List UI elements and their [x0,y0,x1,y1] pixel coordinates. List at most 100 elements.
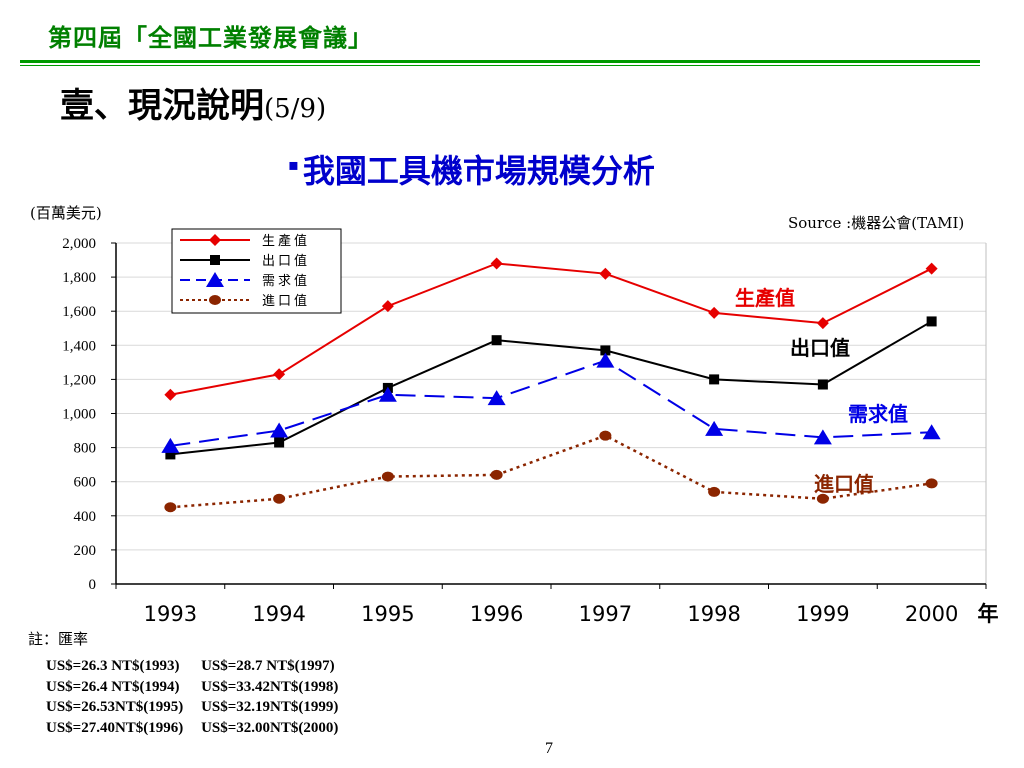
data-point-square [600,345,611,356]
data-point-triangle [270,422,289,438]
exchange-rate-note-title: 註：匯率 [28,632,89,648]
exchange-rate: US$=26.53NT$(1995) [46,699,184,715]
y-tick-label: 400 [74,509,97,525]
x-tick-label: 1996 [470,602,523,626]
x-axis-label: 年 [978,601,999,626]
data-point-triangle [161,437,180,453]
source-label: Source :機器公會(TAMI) [788,214,965,232]
series-3: 需求值 [161,352,941,453]
x-tick-label: 2000 [905,602,958,626]
legend-label: 出口值 [262,253,310,269]
series-label: 需求值 [848,402,908,426]
legend-label: 進口值 [262,293,310,309]
series-label: 出口值 [790,336,850,360]
y-tick-label: 2,000 [62,236,96,252]
legend-label: 需求值 [262,273,310,289]
series-line [170,320,933,456]
exchange-rate: US$=33.42NT$(1998) [201,678,339,695]
data-point-diamond [925,262,938,275]
data-point-circle [816,493,829,504]
data-point-triangle [487,390,506,406]
y-tick-label: 800 [74,441,97,457]
section-page: (5/9) [264,94,327,124]
chart-heading-text: 我國工具機市場規模分析 [302,152,655,190]
data-point-square [210,255,220,265]
data-point-circle [708,486,721,497]
chart-axes: 0 200 400 600 800 1,000 1,200 1,400 1,600 1,800 2,… [62,236,998,626]
exchange-rate-list: US$=26.3 NT$(1993) US$=26.4 NT$(1994) US… [46,656,338,738]
y-tick-label: 200 [74,543,97,559]
section-title-text: 壹、現況說明 [60,86,264,126]
data-point-diamond [816,317,829,330]
y-tick-label: 1,600 [62,304,96,320]
data-point-diamond [164,388,177,401]
series-line [170,359,932,447]
data-point-square [274,437,285,448]
line-chart: 0 200 400 600 800 1,000 1,200 1,400 1,600 1,800 2,… [62,228,999,626]
data-point-triangle [705,420,724,436]
series-line [170,434,932,509]
data-point-triangle [813,429,832,445]
series-1: 生產值 [164,257,938,401]
data-point-diamond [490,257,503,270]
data-point-circle [273,493,286,504]
series-2: 出口值 [165,316,937,460]
exchange-rate: US$=26.3 NT$(1993) [46,658,180,674]
data-point-triangle [596,352,615,368]
data-point-circle [925,478,938,489]
y-tick-label: 1,200 [62,372,96,388]
y-tick-label: 1,800 [62,270,96,286]
section-title: 壹、現況說明(5/9) [60,78,326,127]
data-point-diamond [599,267,612,280]
series-label: 生產值 [735,286,795,310]
x-tick-label: 1995 [361,602,414,626]
data-point-square [491,335,502,346]
exchange-rate-column-1: US$=26.3 NT$(1993) US$=26.4 NT$(1994) US… [46,656,183,738]
data-point-diamond [209,234,221,246]
series-4: 進口值 [164,430,938,513]
exchange-rate: US$=28.7 NT$(1997) [201,658,335,674]
exchange-rate: US$=27.40NT$(1996) [46,719,184,736]
chart-heading: ▪ 我國工具機市場規模分析 [288,146,655,192]
legend-label: 生產值 [262,233,310,249]
data-point-diamond [273,368,286,381]
x-tick-label: 1997 [579,602,632,626]
x-tick-label: 1998 [687,602,740,626]
data-point-circle [164,502,177,513]
data-point-triangle [206,272,224,287]
bullet-icon: ▪ [288,155,299,175]
data-point-square [709,374,720,385]
page-number: 7 [545,740,553,757]
x-tick-label: 1993 [144,602,197,626]
data-point-circle [381,471,394,482]
conference-title: 第四屆「全國工業發展會議」 [48,23,373,52]
data-point-circle [599,430,612,441]
series-label: 進口值 [814,472,874,496]
y-tick-label: 1,400 [62,338,96,354]
data-point-triangle [378,386,397,402]
header-rule-thin [20,65,980,66]
data-point-square [165,449,176,460]
exchange-rate: US$=32.19NT$(1999) [201,699,339,715]
data-point-diamond [381,300,394,313]
data-point-triangle [922,424,941,440]
series-line [170,262,933,396]
data-point-circle [490,469,503,480]
data-point-diamond [708,306,721,319]
y-tick-label: 0 [89,577,97,593]
x-tick-label: 1999 [796,602,849,626]
header-rule [20,60,980,63]
exchange-rate: US$=26.4 NT$(1994) [46,678,180,695]
exchange-rate-column-2: US$=28.7 NT$(1997) US$=33.42NT$(1998) US… [201,656,338,738]
x-tick-label: 1994 [252,602,305,626]
legend-box [171,228,342,314]
data-point-circle [209,295,221,305]
y-tick-label: 1,000 [62,407,96,423]
y-unit-label: (百萬美元) [30,204,102,222]
data-point-square [926,316,937,327]
data-point-square [817,379,828,390]
y-tick-label: 600 [74,475,97,491]
exchange-rate: US$=32.00NT$(2000) [201,719,339,736]
